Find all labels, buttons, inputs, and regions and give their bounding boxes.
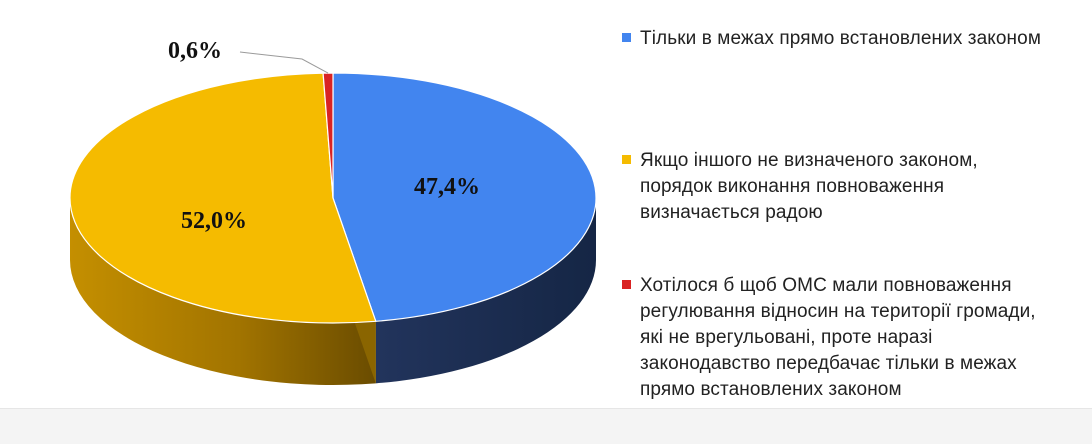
pie-slice-0 — [332, 72, 597, 322]
bottom-strip — [0, 408, 1092, 444]
slice-value-label-0: 47,4% — [414, 174, 480, 200]
legend-label-1: Якщо іншого не визначеного законом, поря… — [640, 150, 978, 223]
legend-item-0: Тільки в межах прямо встановлених законо… — [622, 26, 1041, 52]
slice-value-label-1: 52,0% — [181, 208, 247, 234]
legend-marker-2 — [622, 280, 631, 289]
pie-tops — [69, 72, 597, 324]
leader-line — [239, 51, 329, 74]
pie-side-0 — [375, 198, 596, 384]
legend-marker-1 — [622, 155, 631, 164]
pie-labels: 47,4% 52,0% 0,6% — [168, 38, 480, 234]
pie-side-1 — [70, 198, 376, 386]
legend-label-2: Хотілося б щоб ОМС мали повноваження рег… — [640, 275, 1036, 400]
pie-slice-1 — [69, 72, 377, 324]
slice-value-label-2: 0,6% — [168, 38, 222, 64]
legend-label-0: Тільки в межах прямо встановлених законо… — [640, 28, 1041, 49]
legend-marker-0 — [622, 33, 631, 42]
legend-item-1: Якщо іншого не визначеного законом, поря… — [622, 148, 978, 226]
legend-item-2: Хотілося б щоб ОМС мали повноваження рег… — [622, 273, 1036, 403]
